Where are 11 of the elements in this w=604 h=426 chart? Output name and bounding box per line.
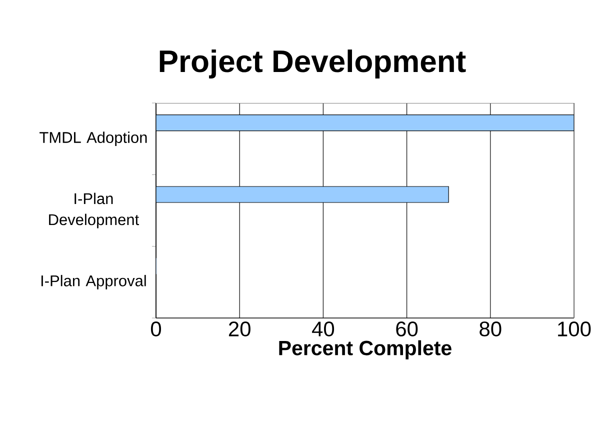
- chart-title: Project Development: [160, 50, 466, 78]
- x-tick-label: 40: [312, 322, 334, 336]
- x-tick-label: 80: [480, 322, 502, 336]
- x-tick-label: 100: [558, 322, 591, 336]
- x-tick-label: 0: [150, 322, 162, 336]
- y-tick-label: TMDL Adoption: [40, 132, 147, 146]
- x-tick-label: 20: [228, 322, 250, 336]
- y-tick-label: I-Plan Development: [49, 192, 139, 228]
- x-axis-title: Percent Complete: [279, 340, 452, 360]
- x-tick-label: 60: [396, 322, 418, 336]
- y-tick-label: I-Plan Approval: [41, 274, 146, 290]
